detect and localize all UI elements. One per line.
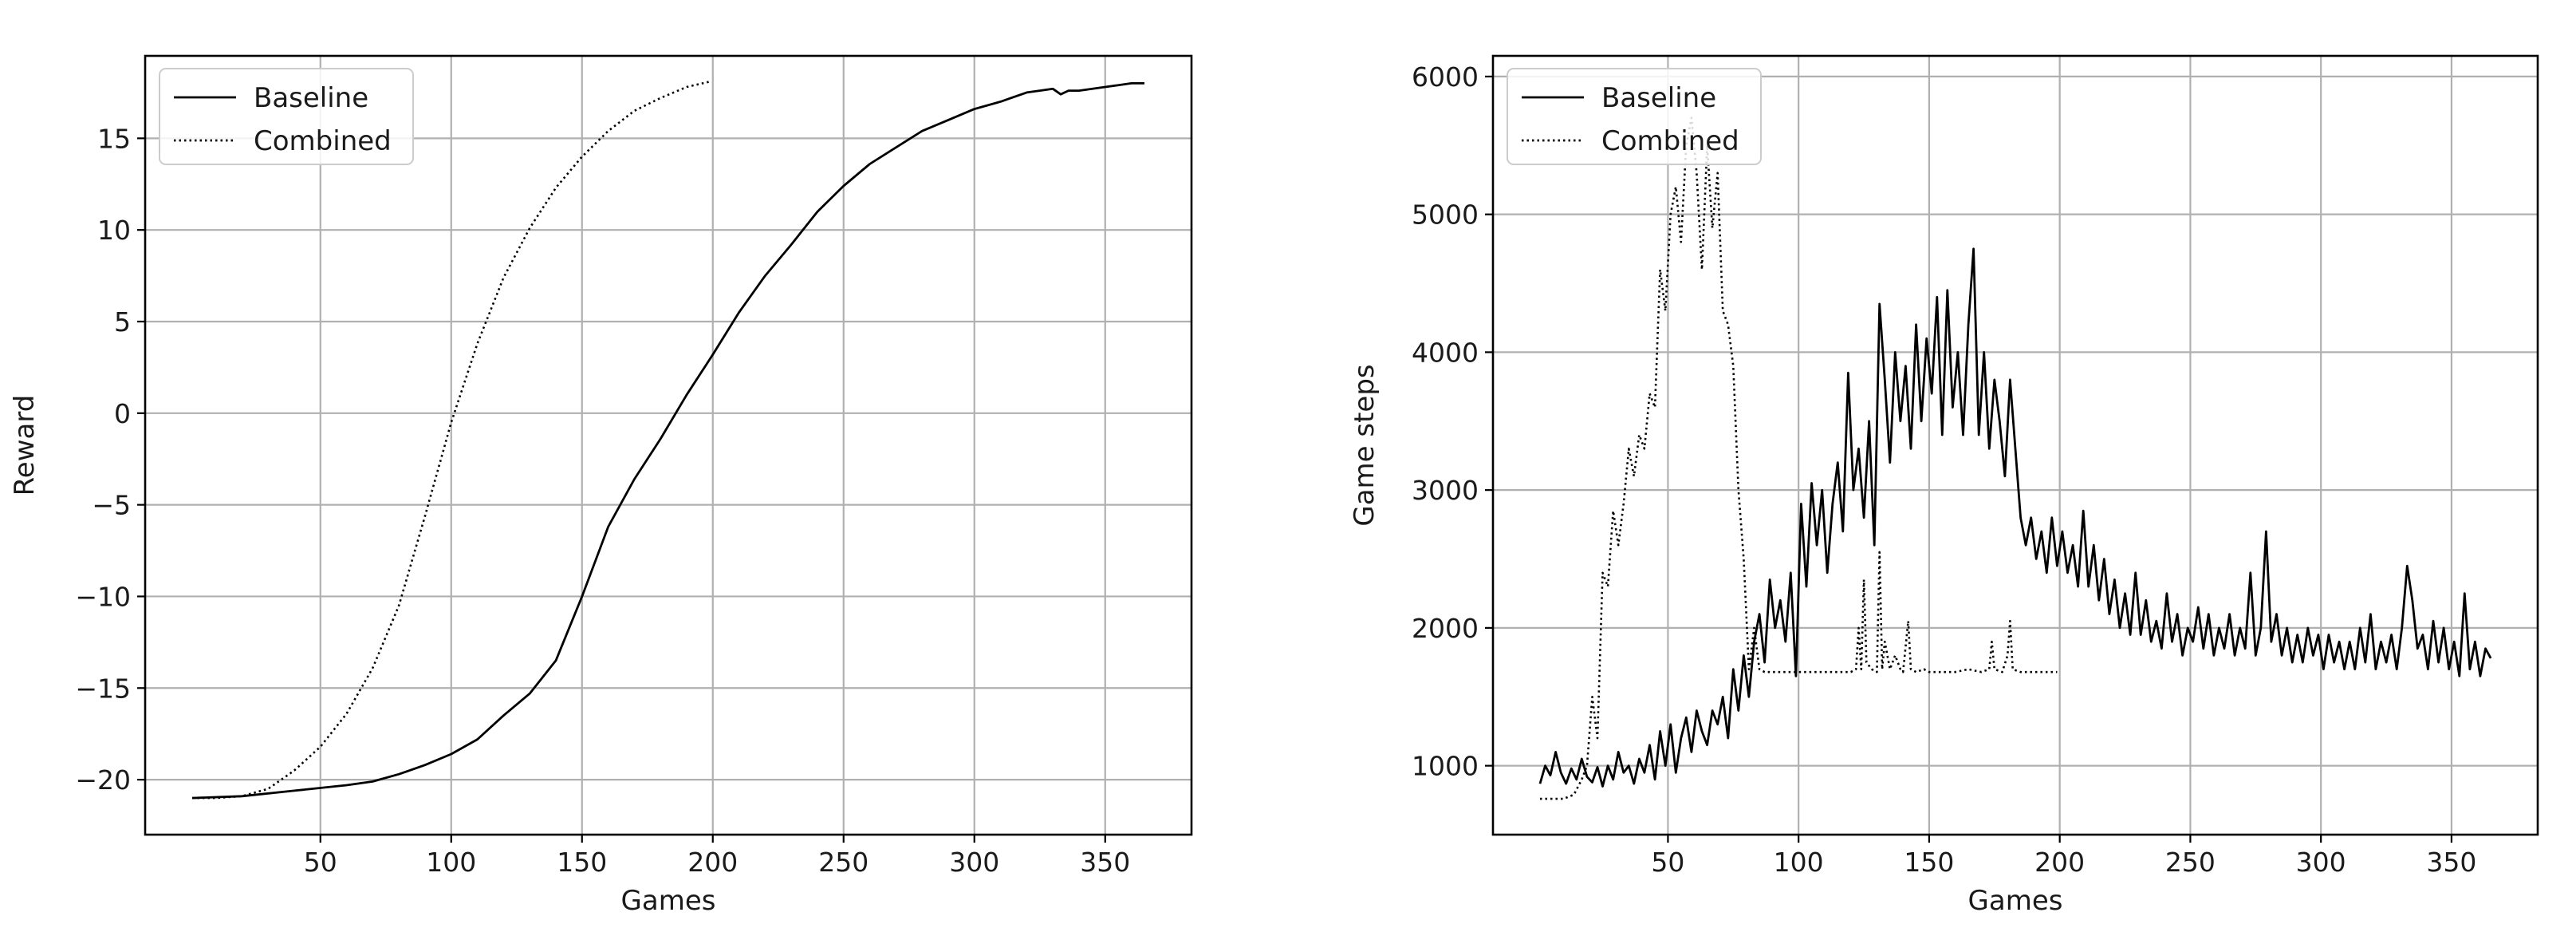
series-line-baseline [191, 82, 1144, 800]
y-tick-label: −10 [75, 581, 131, 612]
x-tick-label: 200 [687, 847, 738, 878]
x-tick-label: 150 [1904, 847, 1954, 878]
x-tick-label: 300 [2296, 847, 2346, 878]
y-tick-label: 6000 [1412, 61, 1479, 93]
legend-label-baseline: Baseline [254, 82, 368, 114]
x-tick-label: 250 [2165, 847, 2216, 878]
x-tick-label: 200 [2034, 847, 2085, 878]
x-tick-label: 50 [304, 847, 337, 878]
y-tick-label: 4000 [1412, 337, 1479, 368]
plot-frame [144, 54, 1193, 836]
y-axis-title: Game steps [1349, 364, 1381, 526]
y-tick-label: −20 [75, 764, 131, 796]
y-tick-label: 2000 [1412, 613, 1479, 644]
y-tick-label: 15 [97, 123, 131, 154]
x-axis-title: Games [621, 885, 716, 917]
y-tick-label: 5000 [1412, 199, 1479, 231]
legend-label-combined: Combined [254, 125, 392, 157]
series-line-baseline [1538, 247, 2492, 788]
y-tick-label: 10 [97, 215, 131, 246]
x-tick-label: 250 [818, 847, 869, 878]
legend-box [159, 68, 414, 165]
x-tick-label: 350 [2426, 847, 2476, 878]
y-tick-label: 3000 [1412, 475, 1479, 506]
series-line-combined [1540, 116, 2058, 800]
x-tick-label: 100 [426, 847, 476, 878]
reward-chart: 50 100 150 200 250 300 350 −20 −15 −10 −5 0 5 10 15 Gam… [9, 54, 1193, 917]
x-tick-label: 100 [1774, 847, 1824, 878]
legend-box [1507, 68, 1762, 165]
x-axis-title: Games [1968, 885, 2063, 917]
x-tick-label: 50 [1651, 847, 1684, 878]
x-tick-label: 150 [557, 847, 607, 878]
y-tick-label: 0 [114, 398, 131, 429]
legend: Baseline Combined [1507, 68, 1762, 165]
legend-label-baseline: Baseline [1601, 82, 1716, 114]
legend-label-combined: Combined [1601, 125, 1739, 157]
x-tick-label: 300 [949, 847, 999, 878]
game-steps-chart: 50 100 150 200 250 300 350 1000 2000 3000 4000 5000… [1349, 54, 2539, 917]
y-tick-label: −5 [92, 490, 131, 521]
y-tick-label: −15 [75, 673, 131, 704]
y-axis-title: Reward [9, 395, 41, 496]
x-tick-label: 350 [1080, 847, 1130, 878]
legend: Baseline Combined [159, 68, 414, 165]
y-tick-label: 1000 [1412, 751, 1479, 782]
y-tick-label: 5 [114, 306, 131, 338]
plot-frame [1491, 54, 2539, 836]
